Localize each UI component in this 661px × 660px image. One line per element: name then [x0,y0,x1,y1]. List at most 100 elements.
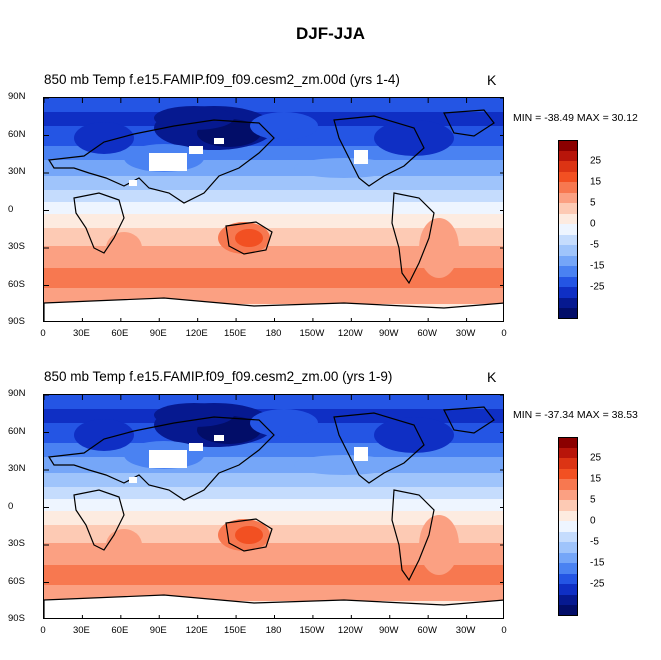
colorbar-label: -15 [590,557,605,569]
lat-tick-label: 90N [8,388,26,399]
lon-tick-label: 60E [111,328,129,339]
colorbar [558,140,578,319]
lon-tick-label: 0 [40,625,46,636]
missing-layer [129,138,368,186]
colorbar-box [558,182,578,193]
field-band [44,160,503,176]
lon-tick-label: 90W [378,625,399,636]
missing-data [354,447,368,461]
colorbar-box [558,308,578,319]
panel-bottom: 850 mb Temp f.e15.FAMIP.f09_f09.cesm2_zm… [0,369,661,649]
panel-top: 850 mb Temp f.e15.FAMIP.f09_f09.cesm2_zm… [0,72,661,352]
colorbar-label: 5 [590,494,596,506]
field-band [44,525,503,543]
missing-data [214,435,224,441]
colorbar-box [558,573,578,585]
lat-tick-label: 60S [8,575,25,587]
colorbar-label: -15 [590,260,605,272]
lon-tick-label: 30W [455,625,476,636]
colorbar-box [558,171,578,183]
colorbar-box [558,192,578,204]
lon-tick-label: 0 [40,328,46,339]
coastline [73,489,125,551]
colorbar-box [558,594,578,606]
field-band [44,565,503,585]
colorbar-box [558,500,578,511]
lon-tick-label: 30W [455,328,476,339]
coastline [73,192,125,254]
units-label: K [487,369,497,385]
colorbar-box [558,297,578,309]
colorbar-box [558,531,578,543]
colorbar-label: 0 [590,515,596,527]
lat-tick-label: 60N [8,128,26,140]
colorbar-box [558,489,578,501]
lat-tick-label: 90N [8,91,26,102]
field-region [374,120,454,156]
colorbar-label: 15 [590,473,602,485]
lon-tick-label: 30E [72,625,90,636]
coastline [391,192,435,285]
lat-tick-label: 0 [8,203,14,215]
lat-tick-label: 60S [8,278,25,290]
units-label: K [487,72,497,88]
field-region [250,409,318,437]
coastline [47,119,275,204]
field-region [74,122,134,154]
field-region [419,515,459,575]
field-band [44,176,503,190]
field-band [44,457,503,473]
colorbar-box [558,510,578,522]
colorbar-box [558,584,578,595]
field-region [106,232,142,264]
map-svg [44,98,503,321]
field-region [235,229,263,247]
coastline [47,416,275,501]
field-region [235,526,263,544]
lon-tick-label: 120E [185,328,208,339]
colorbar-label: 15 [590,176,602,188]
missing-data [214,138,224,144]
coastline [391,489,435,582]
lon-tick-label: 60E [111,625,129,636]
panel-title: 850 mb Temp f.e15.FAMIP.f09_f09.cesm2_zm… [44,369,393,384]
colorbar-label: 25 [590,452,602,464]
lon-tick-label: 90W [378,328,399,339]
missing-data [189,146,203,154]
field-layer [44,98,503,321]
field-band [44,202,503,214]
colorbar-box [558,521,578,532]
lon-tick-label: 150W [299,625,325,636]
colorbar-box [558,563,578,574]
tick-marks [44,98,503,321]
coastline [333,412,425,484]
colorbar-box [558,542,578,553]
lon-tick-label: 180 [265,625,282,636]
missing-data [149,153,187,171]
lon-tick-label: 0 [501,625,507,636]
colorbar-label: -25 [590,281,605,293]
colorbar-label: -5 [590,536,599,548]
colorbar-box [558,468,578,480]
lon-tick-label: 120W [337,625,363,636]
temperature-map [43,97,504,322]
colorbar-box [558,479,578,490]
lon-tick-label: 30E [72,328,90,339]
field-band [44,190,503,202]
min-max-label: MIN = -38.49 MAX = 30.12 [513,112,638,124]
lon-tick-label: 90E [149,625,167,636]
field-region [294,158,394,178]
missing-data [354,150,368,164]
colorbar-box [558,287,578,298]
lon-tick-label: 120W [337,328,363,339]
colorbar-label: 25 [590,155,602,167]
lon-tick-label: 150W [299,328,325,339]
lon-tick-label: 150E [223,328,247,339]
colorbar-box [558,605,578,616]
coastline [443,406,495,434]
colorbar-box [558,276,578,288]
field-region [250,112,318,140]
colorbar-box [558,213,578,225]
colorbar-box [558,245,578,256]
min-max-label: MIN = -37.34 MAX = 38.53 [513,409,638,421]
